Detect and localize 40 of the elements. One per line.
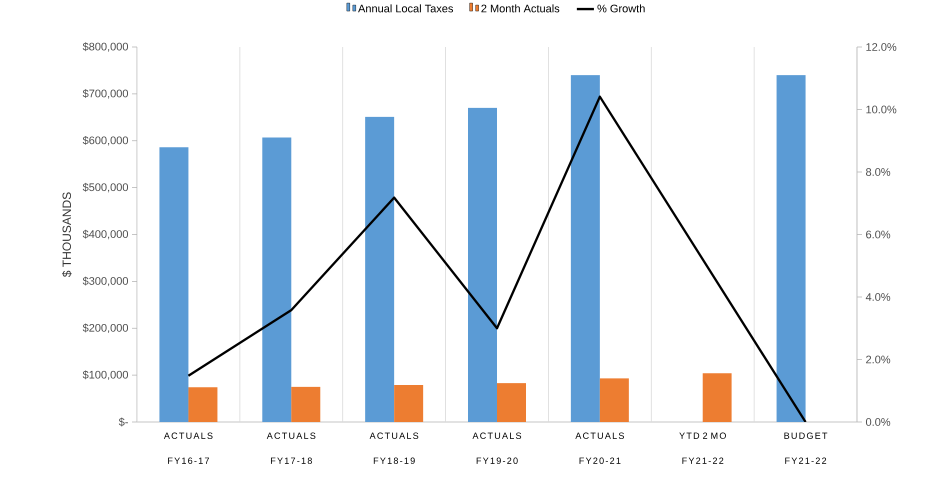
y-tick-label: $600,000	[82, 136, 128, 146]
bar	[702, 373, 732, 422]
bar	[600, 378, 629, 422]
legend-label: % Growth	[597, 4, 645, 12]
legend-label: Annual Local Taxes	[358, 4, 454, 12]
category-label: ACTUALS FY19-20	[472, 432, 522, 464]
y-axis-title: $ THOUSANDS	[62, 192, 72, 278]
bar	[262, 137, 292, 422]
category-label: BUDGET FY21-22	[784, 432, 828, 464]
y2-tick-label: 4.0%	[866, 293, 890, 301]
category-label: ACTUALS FY20-21	[575, 432, 624, 464]
category-label: ACTUALS FY18-19	[370, 432, 418, 464]
bar	[394, 384, 424, 422]
bar	[159, 147, 188, 422]
y-tick-label: $100,000	[82, 370, 128, 380]
category-label: ACTUALS FY16-17	[164, 432, 213, 464]
category-label: ACTUALS FY17-18	[266, 432, 316, 464]
y2-tick-label: 0.0%	[866, 418, 890, 426]
y2-tick-label: 10.0%	[866, 106, 896, 114]
y-tick-label: $800,000	[82, 42, 128, 52]
line-series	[187, 96, 807, 422]
y2-tick-label: 12.0%	[866, 43, 896, 51]
y-tick-label: $400,000	[82, 230, 128, 240]
y-tick-label: $-	[118, 418, 128, 426]
bar	[570, 75, 600, 422]
y2-tick-label: 8.0%	[866, 168, 890, 176]
bar	[497, 383, 526, 422]
y-tick-label: $300,000	[82, 276, 128, 286]
bar	[468, 108, 497, 422]
legend-label: 2 Month Actuals	[481, 4, 560, 12]
category-label: YTD 2 MO FY21-22	[679, 432, 726, 464]
y-tick-label: $700,000	[82, 89, 128, 99]
y-tick-label: $200,000	[82, 323, 128, 334]
bar	[776, 75, 806, 422]
bar	[188, 387, 218, 422]
y-tick-label: $500,000	[82, 182, 128, 192]
bar	[365, 116, 394, 422]
y2-tick-label: 2.0%	[866, 356, 890, 364]
y2-tick-label: 6.0%	[866, 230, 890, 238]
bar	[291, 386, 320, 422]
